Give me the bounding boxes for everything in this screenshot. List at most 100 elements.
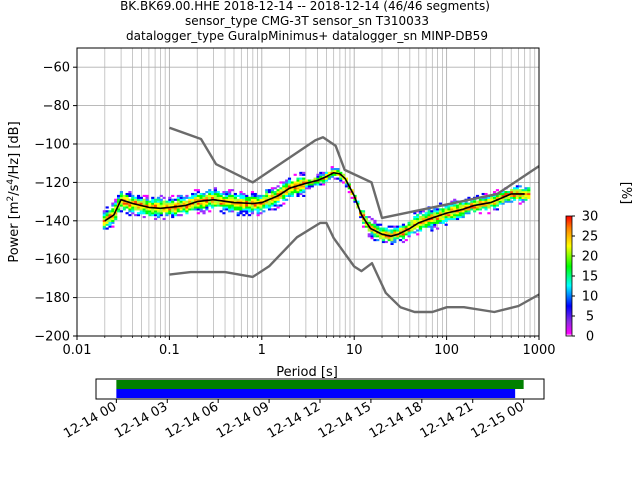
psd-bin: [427, 216, 431, 219]
psd-bin: [524, 189, 528, 192]
psd-bin: [165, 214, 169, 217]
psd-bin: [259, 204, 263, 207]
psd-bin: [270, 194, 274, 197]
psd-bin: [381, 239, 386, 242]
psd-bin: [173, 202, 178, 205]
psd-bin: [319, 179, 323, 182]
psd-bin: [276, 200, 280, 203]
psd-bin: [276, 196, 280, 199]
psd-bin: [242, 198, 246, 201]
psd-bin: [273, 198, 277, 201]
psd-bin: [407, 225, 411, 228]
psd-bin: [413, 216, 417, 219]
psd-bin: [219, 196, 223, 199]
psd-bin: [396, 235, 400, 238]
psd-bin: [478, 200, 482, 203]
psd-bin: [302, 185, 306, 188]
psd-bin: [245, 198, 249, 201]
psd-bin: [136, 196, 141, 199]
psd-bin: [148, 202, 152, 205]
psd-bin: [327, 177, 331, 180]
psd-bin: [336, 173, 340, 176]
psd-bin: [305, 179, 309, 182]
psd-bin: [302, 187, 306, 190]
psd-bin: [211, 192, 215, 196]
psd-bin: [282, 183, 286, 186]
psd-bin: [182, 206, 186, 209]
psd-bin: [470, 206, 474, 209]
psd-bin: [430, 217, 434, 221]
psd-bin: [367, 235, 371, 238]
psd-bin: [105, 227, 109, 230]
colorbar-label: [%]: [618, 182, 633, 205]
psd-bin: [262, 210, 266, 213]
psd-bin: [282, 198, 286, 201]
psd-bin: [216, 192, 220, 196]
psd-bin: [444, 206, 448, 209]
psd-bin: [453, 208, 457, 211]
psd-bin: [322, 179, 326, 182]
psd-bin: [102, 210, 106, 213]
psd-bin: [116, 208, 121, 211]
psd-bin: [418, 210, 423, 213]
psd-bin: [116, 206, 121, 209]
psd-bin: [276, 192, 280, 196]
psd-bin: [236, 208, 240, 211]
psd-bin: [450, 208, 454, 211]
psd-bin: [145, 200, 149, 203]
timeline-bars: [116, 380, 524, 398]
psd-bin: [216, 191, 220, 194]
psd-bin: [211, 194, 215, 197]
psd-bin: [441, 210, 445, 213]
psd-bin: [267, 208, 272, 211]
psd-bin: [270, 192, 274, 196]
psd-bin: [421, 225, 425, 228]
psd-bin: [455, 217, 460, 221]
psd-bin: [455, 216, 460, 219]
psd-bin: [205, 196, 209, 199]
timeline-tick-label: 12-14 12: [265, 399, 323, 441]
psd-bin: [236, 202, 240, 205]
psd-bin: [441, 212, 445, 215]
psd-bin: [248, 198, 252, 201]
psd-bin: [122, 208, 126, 211]
psd-bin: [196, 196, 200, 199]
psd-bin: [458, 210, 462, 213]
psd-bin: [342, 181, 346, 184]
psd-bin: [102, 212, 106, 215]
psd-bin: [490, 202, 494, 205]
psd-bin: [527, 192, 531, 196]
psd-bin: [128, 202, 132, 205]
psd-bin: [250, 194, 255, 197]
psd-bin: [250, 212, 255, 215]
psd-bin: [176, 198, 180, 201]
psd-bin: [273, 200, 277, 203]
psd-bin: [373, 223, 377, 226]
psd-bin: [228, 191, 232, 194]
psd-bin: [507, 191, 511, 194]
psd-bin: [361, 219, 366, 222]
psd-bin: [367, 216, 371, 219]
psd-bin: [285, 194, 289, 197]
psd-bin: [379, 231, 383, 234]
psd-bin: [228, 202, 232, 205]
psd-bin: [296, 181, 300, 184]
psd-bin: [236, 204, 240, 207]
psd-bin: [219, 200, 223, 203]
psd-bin: [253, 204, 257, 207]
chart-title-line-3: datalogger_type GuralpMinimus+ datalogge…: [126, 29, 488, 43]
psd-bin: [208, 194, 212, 197]
psd-bin: [290, 187, 294, 190]
timeline-tick-label: 12-14 18: [367, 399, 425, 441]
psd-bin: [125, 204, 129, 207]
psd-bin: [438, 221, 443, 224]
psd-bin: [230, 198, 235, 201]
psd-bin: [430, 225, 434, 228]
psd-bin: [381, 240, 386, 244]
psd-bin: [359, 216, 363, 219]
psd-bin: [250, 192, 255, 196]
psd-bin: [188, 204, 192, 207]
y-tick-label: −80: [43, 99, 70, 114]
psd-bin: [436, 212, 440, 215]
psd-bin: [316, 175, 320, 178]
